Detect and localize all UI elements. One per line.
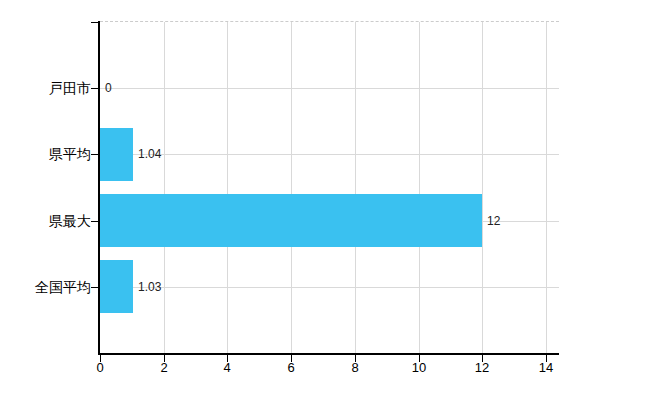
bar-chart: 0 戸田市 1.04 県平均 12 県最大 1.03 全国平均 0 2 4 6 8 10 12 14 — [0, 0, 650, 400]
value-label: 0 — [105, 80, 112, 96]
category-label-県平均: 県平均 — [0, 144, 91, 164]
gridline-vertical — [291, 22, 292, 353]
value-label: 1.04 — [138, 146, 161, 162]
gridline-vertical — [164, 22, 165, 353]
value-label: 12 — [487, 213, 500, 229]
gridline-horizontal — [100, 154, 559, 155]
y-axis-tick — [91, 287, 98, 288]
gridline-horizontal — [100, 88, 559, 89]
category-label-県最大: 県最大 — [0, 211, 91, 231]
x-tick-label: 12 — [467, 360, 497, 376]
bar-県最大[interactable] — [100, 194, 482, 247]
x-tick-label: 0 — [85, 360, 115, 376]
gridline-vertical — [355, 22, 356, 353]
gridline-vertical — [227, 22, 228, 353]
gridline-horizontal — [100, 287, 559, 288]
x-tick-label: 14 — [531, 360, 561, 376]
category-label-全国平均: 全国平均 — [0, 277, 91, 297]
plot-top-border — [100, 21, 559, 22]
x-tick-label: 2 — [149, 360, 179, 376]
y-axis-tick — [91, 22, 98, 23]
y-axis-tick — [91, 154, 98, 155]
x-tick-label: 8 — [340, 360, 370, 376]
y-axis-tick — [91, 221, 98, 222]
x-axis-line — [98, 353, 559, 355]
x-tick-label: 6 — [276, 360, 306, 376]
x-tick-label: 10 — [404, 360, 434, 376]
bar-県平均[interactable] — [100, 128, 133, 181]
category-label-戸田市: 戸田市 — [0, 78, 91, 98]
value-label: 1.03 — [138, 279, 161, 295]
y-axis-tick — [91, 88, 98, 89]
x-tick-label: 4 — [212, 360, 242, 376]
bar-全国平均[interactable] — [100, 260, 133, 313]
gridline-vertical — [546, 22, 547, 353]
gridline-vertical — [482, 22, 483, 353]
gridline-vertical — [419, 22, 420, 353]
